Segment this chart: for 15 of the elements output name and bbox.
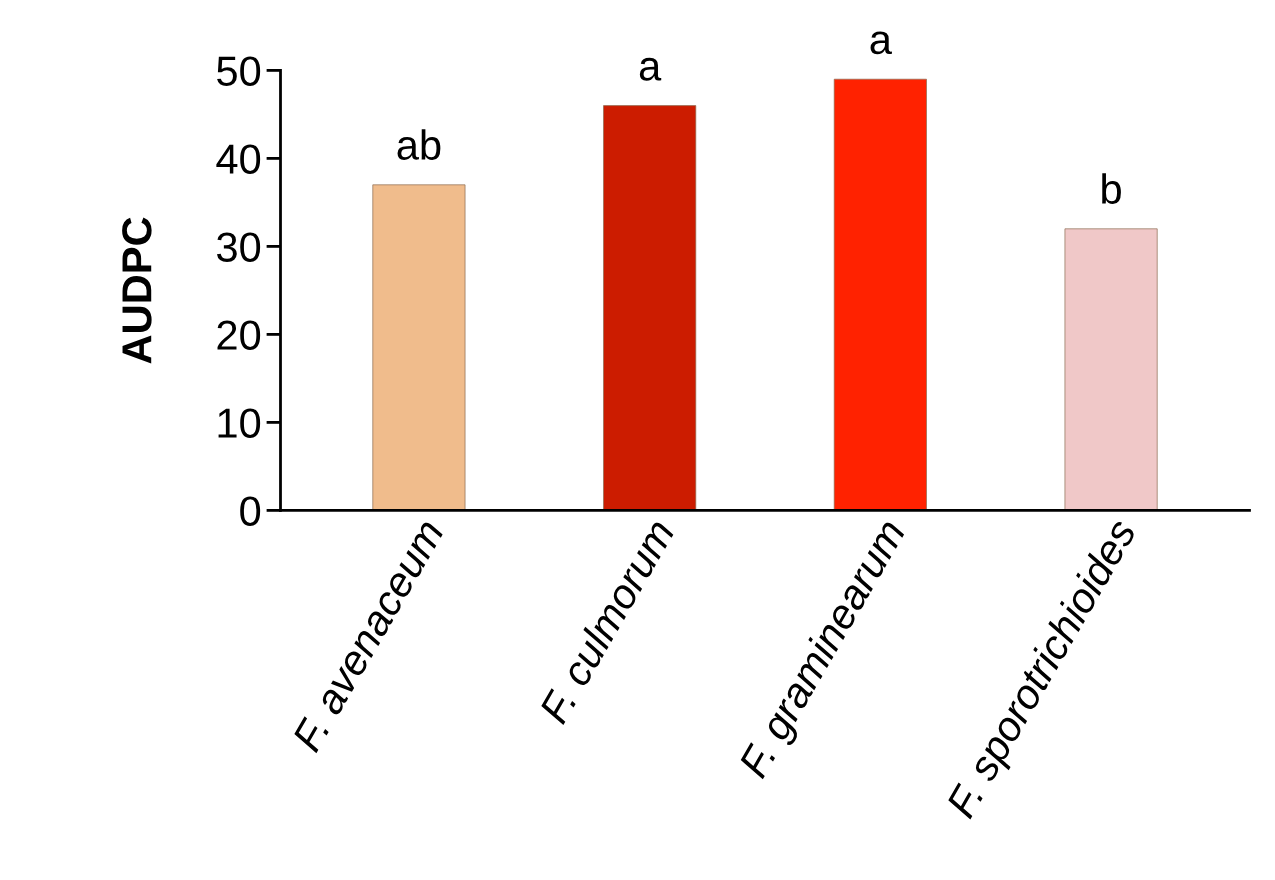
y-tick-label: 30 <box>217 232 261 262</box>
annotation: a <box>639 57 662 81</box>
bar <box>372 184 466 511</box>
annotation: ab <box>397 129 441 160</box>
y-tick-label: 20 <box>217 320 261 350</box>
annotation: b <box>1102 173 1121 204</box>
y-tick-label: 40 <box>216 144 261 174</box>
annotation: a <box>870 31 892 55</box>
y-axis-title: AUDPC <box>122 217 152 364</box>
y-tick-label: 10 <box>218 408 261 438</box>
bar <box>1064 228 1158 511</box>
bar <box>833 78 927 511</box>
y-tick-label: 0 <box>240 496 261 526</box>
bar <box>603 105 697 511</box>
y-tick-label: 50 <box>217 56 261 86</box>
